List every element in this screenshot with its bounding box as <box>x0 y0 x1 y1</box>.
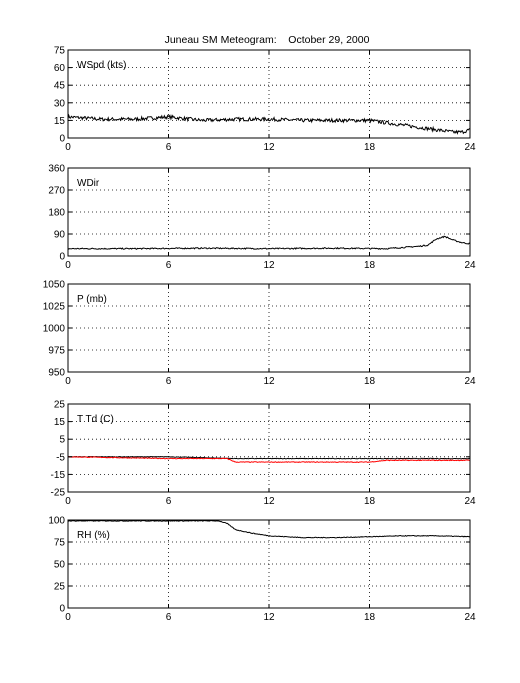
series-line-2 <box>67 456 470 464</box>
y-tick-label: -5 <box>56 452 65 463</box>
figure-title: Juneau SM Meteogram: October 29, 2000 <box>165 34 370 46</box>
y-tick-label: 1050 <box>43 280 66 291</box>
y-tick-label: 75 <box>54 46 66 57</box>
y-tick-label: 15 <box>54 116 66 127</box>
y-tick-label: -15 <box>51 470 66 481</box>
panel-label: WSpd (kts) <box>77 60 126 71</box>
y-tick-label: 75 <box>54 538 66 549</box>
y-tick-label: 5 <box>59 435 65 446</box>
x-tick-label: 12 <box>263 496 275 507</box>
series-line-1 <box>67 235 471 250</box>
x-tick-label: 18 <box>364 376 376 387</box>
y-tick-label: 25 <box>54 400 66 411</box>
x-tick-label: 12 <box>263 612 275 623</box>
x-tick-label: 0 <box>65 496 71 507</box>
y-tick-label: 0 <box>59 134 65 145</box>
x-tick-label: 6 <box>166 376 172 387</box>
x-tick-label: 12 <box>263 142 275 153</box>
series-line-1 <box>67 519 471 539</box>
series-line-1 <box>67 455 471 460</box>
panel-5: 0 6 12 18 24 0 25 50 75 100 RH (%) <box>48 516 476 624</box>
x-tick-label: 24 <box>464 142 476 153</box>
y-tick-label: 100 <box>48 516 65 527</box>
x-tick-label: 12 <box>263 376 275 387</box>
y-tick-label: 0 <box>59 604 65 615</box>
x-tick-label: 18 <box>364 260 376 271</box>
x-tick-label: 18 <box>364 496 376 507</box>
y-tick-label: 60 <box>54 63 66 74</box>
panel-label: P (mb) <box>77 294 107 305</box>
x-tick-label: 6 <box>166 612 172 623</box>
x-tick-label: 6 <box>166 260 172 271</box>
panel-1: 0 6 12 18 24 0 15 30 45 60 75 WSpd (kts) <box>54 46 476 154</box>
y-tick-label: 360 <box>48 164 65 175</box>
y-tick-label: -25 <box>51 488 66 499</box>
panel-4: 0 6 12 18 24 -25 -15 -5 5 15 25 T Td (C) <box>51 400 476 508</box>
panel-label: WDir <box>77 178 100 189</box>
y-tick-label: 1000 <box>43 324 66 335</box>
panel-2: 0 6 12 18 24 0 90 180 270 360 WDir <box>48 164 476 272</box>
y-tick-label: 0 <box>59 252 65 263</box>
x-tick-label: 24 <box>464 496 476 507</box>
x-tick-label: 18 <box>364 612 376 623</box>
x-tick-label: 18 <box>364 142 376 153</box>
series-line-1 <box>67 113 471 135</box>
x-tick-label: 24 <box>464 376 476 387</box>
x-tick-label: 12 <box>263 260 275 271</box>
y-tick-label: 25 <box>54 582 66 593</box>
y-tick-label: 30 <box>54 98 66 109</box>
y-tick-label: 90 <box>54 230 66 241</box>
x-tick-label: 0 <box>65 376 71 387</box>
y-tick-label: 1025 <box>43 302 66 313</box>
y-tick-label: 45 <box>54 81 66 92</box>
panel-3: 0 6 12 18 24 950 975 1000 1025 1050 P (mb) <box>43 280 476 388</box>
x-tick-label: 0 <box>65 142 71 153</box>
y-tick-label: 975 <box>48 346 65 357</box>
panel-label: RH (%) <box>77 530 110 541</box>
y-tick-label: 180 <box>48 208 65 219</box>
x-tick-label: 6 <box>166 496 172 507</box>
y-tick-label: 50 <box>54 560 66 571</box>
panel-label: T Td (C) <box>77 414 114 425</box>
y-tick-label: 270 <box>48 186 65 197</box>
x-tick-label: 0 <box>65 612 71 623</box>
y-tick-label: 950 <box>48 368 65 379</box>
x-tick-label: 6 <box>166 142 172 153</box>
x-tick-label: 0 <box>65 260 71 271</box>
y-tick-label: 15 <box>54 417 66 428</box>
x-tick-label: 24 <box>464 260 476 271</box>
x-tick-label: 24 <box>464 612 476 623</box>
